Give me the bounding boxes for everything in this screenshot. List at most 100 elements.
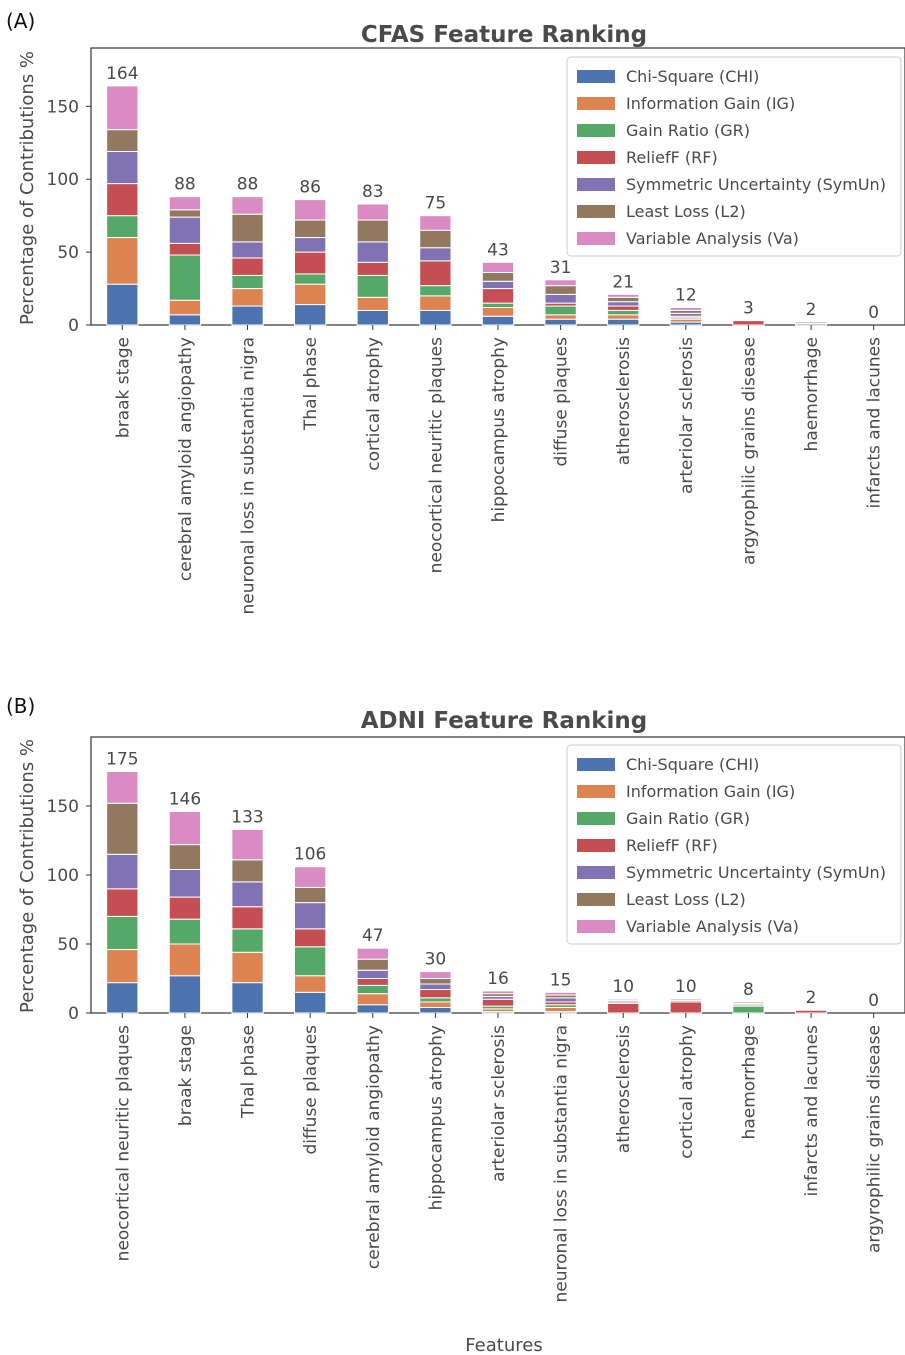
panel-b-category-label: infarcts and lacunes (802, 1025, 822, 1197)
panel-a-bar-segment (168, 254, 202, 301)
panel-a-category-label: hippocampus atrophy (489, 337, 509, 522)
panel-a-legend-box (566, 56, 902, 257)
panel-a-category-label: cortical atrophy (364, 337, 384, 471)
panel-b-total-label: 106 (294, 845, 326, 865)
panel-b-total-label: 47 (362, 926, 384, 946)
panel-b-bar-segment (356, 984, 389, 995)
panel-b-total-label: 15 (550, 970, 572, 990)
panel-b-total-label: 133 (231, 807, 263, 827)
panel-a-total-label: 2 (806, 300, 817, 320)
panel-b-bar-segment (231, 951, 264, 984)
panel-b-legend-swatch (577, 866, 615, 879)
panel-b-bar-segment (544, 1006, 577, 1013)
panel-a-bar-segment (607, 318, 640, 326)
panel-a-legend-entry: Least Loss (L2) (626, 202, 746, 221)
panel-b-legend-box (566, 744, 902, 945)
panel-b-legend-entry: Least Loss (L2) (626, 890, 746, 909)
panel-b-title: ADNI Feature Ranking (361, 708, 648, 734)
panel-a-bar-segment (481, 280, 515, 290)
panel-b-bar-segment (106, 915, 139, 951)
panel-a-category-label: atherosclerosis (614, 337, 634, 465)
panel-a-bar-segment (294, 273, 327, 285)
panel-b-total-label: 10 (675, 977, 697, 997)
panel-a-bar-segment (106, 85, 139, 131)
panel-b-total-label: 30 (425, 950, 447, 970)
panel-b-legend-swatch (577, 785, 615, 798)
panel-a-total-label: 164 (106, 64, 138, 84)
panel-b-bar-segment (294, 975, 327, 993)
panel-b-bar-segment (168, 868, 202, 898)
panel-a-legend: Chi-Square (CHI) Information Gain (IG) Gai… (566, 56, 902, 257)
panel-b-bar-segment (231, 982, 264, 1014)
panel-b-bar-segment (231, 906, 264, 930)
panel-b-legend-swatch (577, 920, 615, 933)
panel-a-legend-swatch (577, 124, 615, 137)
panel-a-bar-segment (356, 274, 389, 298)
panel-a-category-label: neocortical neuritic plaques (426, 337, 446, 573)
panel-b-bar-segment (231, 928, 264, 953)
panel-a-bar-segment (419, 215, 452, 231)
panel-b-bar-segment (294, 991, 327, 1014)
panel-b-bar-segment (168, 811, 202, 846)
panel-b-bar-segment (356, 993, 389, 1006)
panel-a-bar-segment (607, 296, 640, 303)
panel-a-total-label: 3 (743, 299, 754, 319)
panel-a-legend-swatch (577, 151, 615, 164)
panel-a-total-label: 83 (362, 182, 384, 202)
panel-b-bar-segment (794, 1009, 828, 1014)
panel-b-category-label: cortical atrophy (677, 1025, 697, 1159)
panel-a-bar-segment (607, 301, 640, 307)
panel-a-total-label: 75 (425, 194, 447, 214)
panel-b-bar-segment (419, 989, 452, 999)
panel-b-legend-swatch (577, 893, 615, 906)
panel-a-total-label: 43 (487, 240, 509, 260)
panel-a-category-label: braak stage (113, 337, 133, 438)
panel-a-y-tick-label: 0 (68, 316, 79, 336)
panel-a-legend-swatch (577, 70, 615, 83)
panel-a-bar-segment (356, 219, 389, 243)
panel-b-bar-segment (544, 991, 577, 996)
panel-a-bar-segment (106, 183, 139, 217)
panel-b-bar-segment (168, 975, 202, 1014)
panel-a-category-label: arteriolar sclerosis (677, 337, 697, 494)
panel-b-bar-segment (481, 998, 515, 1007)
panel-b-bar-segment (669, 1001, 703, 1014)
panel-a-plot: 0 50 100 150 164 braak stage 88 cerebral amyloi… (47, 47, 905, 615)
panel-b-bar-segment (356, 947, 389, 960)
panel-a-bar-segment (732, 320, 765, 326)
panel-a-legend-swatch (577, 178, 615, 191)
panel-b-bar-segment (419, 971, 452, 979)
panel-b-legend-entry: Gain Ratio (GR) (626, 809, 750, 828)
panel-a-category-label: argyrophilic grains disease (739, 337, 759, 565)
panel-b-legend-entry: Chi-Square (CHI) (626, 755, 759, 774)
panel-b-category-label: Thal phase (239, 1025, 259, 1119)
panel-a-bar-segment (607, 305, 640, 311)
panel-b-bar-segment (419, 1006, 452, 1014)
panel-b-letter: (B) (6, 694, 35, 718)
panel-b-bar-segment (106, 853, 139, 890)
panel-a-bar-segment (544, 293, 577, 304)
panel-a-bar-segment (168, 196, 202, 211)
panel-b-bar-segment (168, 844, 202, 870)
panel-a-legend-entry: Symmetric Uncertainty (SymUn) (626, 175, 886, 194)
panel-a-total-label: 12 (675, 286, 697, 306)
panel-b-category-label: braak stage (176, 1025, 196, 1126)
panel-b-legend-entry: ReliefF (RF) (626, 836, 718, 855)
panel-b-total-label: 175 (106, 750, 138, 770)
panel-a-total-label: 0 (868, 303, 879, 323)
panel-b-bar-segment (106, 949, 139, 984)
panel-b-total-label: 2 (806, 988, 817, 1008)
panel-b-bar-segment (607, 1002, 640, 1014)
panel-b-bar-segment (356, 1004, 389, 1014)
panel-a-bar-segment (106, 215, 139, 239)
panel-b-bar-segment (294, 902, 327, 930)
panel-a-bar-segment (481, 307, 515, 317)
panel-b-bar-segment (168, 918, 202, 945)
panel-b-y-axis-label: Percentage of Contributions % (17, 739, 38, 1013)
panel-a-bar-segment (231, 305, 264, 326)
panel-b-category-label: neocortical neuritic plaques (113, 1025, 133, 1261)
panel-a-bar-segment (419, 285, 452, 297)
panel-a-category-label: infarcts and lacunes (865, 337, 885, 509)
panel-a-bar-segment (168, 299, 202, 316)
